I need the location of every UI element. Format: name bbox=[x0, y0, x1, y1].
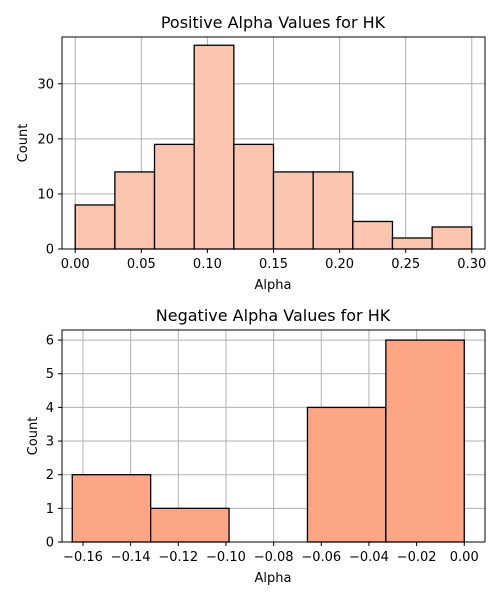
x-tick-label: −0.02 bbox=[397, 550, 437, 565]
y-tick-label: 0 bbox=[46, 536, 54, 551]
x-axis-label: Alpha bbox=[255, 278, 292, 293]
y-tick-label: 4 bbox=[46, 401, 54, 416]
y-tick-label: 6 bbox=[46, 334, 54, 349]
histogram-bar bbox=[193, 44, 235, 250]
negative-alpha-chart: Negative Alpha Values for HK −0.16 −0.14−… bbox=[26, 306, 486, 586]
histogram-bar bbox=[306, 406, 387, 543]
y-tick-label: 2 bbox=[46, 468, 54, 483]
histogram-bar bbox=[391, 237, 433, 250]
x-tick-label: −0.12 bbox=[158, 550, 198, 565]
chart-title: Positive Alpha Values for HK bbox=[161, 13, 386, 32]
x-tick-label: 0.10 bbox=[193, 257, 222, 272]
y-axis-label: Count bbox=[26, 417, 41, 456]
x-tick-label: 0.15 bbox=[259, 257, 288, 272]
histogram-bar bbox=[153, 143, 195, 250]
histogram-bar bbox=[385, 339, 465, 543]
x-axis-ticks: −0.16 −0.14 −0.12 −0.10 −0.08 −0.06 −0.04 −0.02… bbox=[63, 542, 479, 565]
y-tick-label: 10 bbox=[37, 187, 54, 202]
x-tick-label: −0.06 bbox=[301, 550, 341, 565]
histogram-bar bbox=[233, 143, 275, 250]
y-tick-label: 20 bbox=[37, 132, 54, 147]
chart-title: Negative Alpha Values for HK bbox=[156, 306, 391, 325]
histogram-bars bbox=[71, 339, 465, 543]
y-axis-ticks: 0 1 2 3 4 5 6 bbox=[46, 334, 62, 551]
histogram-bar bbox=[312, 171, 354, 250]
x-tick-label: 0.00 bbox=[61, 257, 90, 272]
histogram-bar bbox=[352, 220, 394, 250]
x-tick-label: 0.20 bbox=[325, 257, 354, 272]
y-tick-label: 0 bbox=[46, 243, 54, 258]
histogram-bar bbox=[74, 204, 116, 250]
positive-alpha-chart: Positive Alpha Values for HK 0.00 0.05 0.1… bbox=[16, 13, 486, 293]
y-axis-ticks: 0 10 20 30 bbox=[37, 77, 62, 258]
y-tick-label: 5 bbox=[46, 367, 54, 382]
x-tick-label: 0.30 bbox=[457, 257, 486, 272]
y-tick-label: 1 bbox=[46, 502, 54, 517]
histogram-bar bbox=[114, 171, 156, 250]
x-tick-label: 0.25 bbox=[391, 257, 420, 272]
x-tick-label: −0.10 bbox=[206, 550, 246, 565]
histogram-bar bbox=[431, 226, 473, 250]
histogram-bar bbox=[150, 507, 230, 543]
x-tick-label: −0.04 bbox=[349, 550, 389, 565]
x-tick-label: −0.14 bbox=[111, 550, 151, 565]
x-axis-label: Alpha bbox=[255, 571, 292, 586]
histogram-bars bbox=[74, 44, 473, 250]
histogram-bar bbox=[272, 171, 314, 250]
x-tick-label: 0.00 bbox=[450, 550, 479, 565]
y-tick-label: 3 bbox=[46, 435, 54, 450]
x-tick-label: −0.08 bbox=[254, 550, 294, 565]
y-tick-label: 30 bbox=[37, 77, 54, 92]
y-axis-label: Count bbox=[16, 124, 31, 163]
x-tick-label: −0.16 bbox=[63, 550, 103, 565]
x-axis-ticks: 0.00 0.05 0.10 0.15 0.20 0.25 0.30 bbox=[61, 249, 486, 272]
x-tick-label: 0.05 bbox=[127, 257, 156, 272]
histogram-bar bbox=[71, 474, 152, 543]
